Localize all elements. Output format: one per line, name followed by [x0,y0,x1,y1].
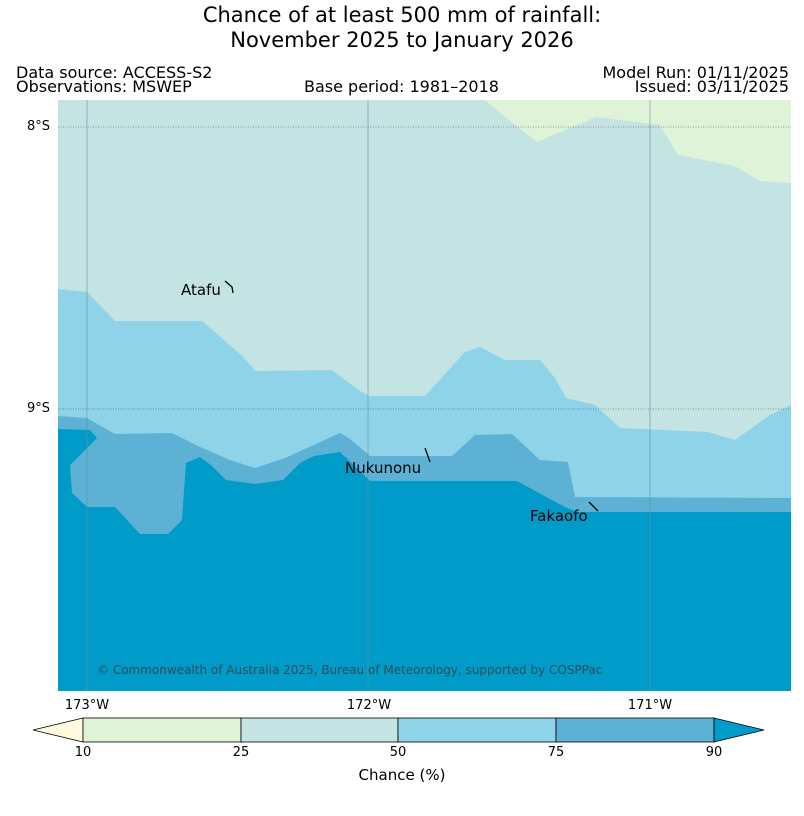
issued-date: Issued: 03/11/2025 [634,77,789,96]
nukunonu-coastline [424,447,431,463]
atolls [224,280,599,512]
zone-10-25 [485,100,791,183]
title-line-1: Chance of at least 500 mm of rainfall: [202,3,602,27]
model-run: Model Run: 01/11/2025 [602,63,790,82]
observations: Observations: MSWEP [16,77,192,96]
colorbar [32,717,765,743]
colorbar-segment-75-90 [555,717,715,743]
data-source: Data source: ACCESS-S2 [16,63,213,82]
lat-label-9s: 9°S [27,401,51,416]
colorbar-tick-90: 90 [705,745,723,760]
colorbar-tick-25: 25 [232,745,250,760]
colorbar-segment-25-50 [240,717,399,743]
lon-label-172w: 172°W [346,698,392,713]
colorbar-tick-75: 75 [547,745,565,760]
lon-label-173w: 173°W [64,698,110,713]
place-label-nukunonu: Nukunonu [345,459,422,477]
zone-above-90 [58,429,791,691]
colorbar-segment-50-75 [397,717,557,743]
colorbar-label: Chance (%) [358,766,446,784]
atafu-coastline [224,280,234,294]
lon-label-171w: 171°W [627,698,673,713]
base-period: Base period: 1981–2018 [304,77,499,96]
copyright-notice: © Commonwealth of Australia 2025, Bureau… [97,663,603,677]
map-title: Chance of at least 500 mm of rainfall: N… [0,3,804,53]
colorbar-tick-10: 10 [74,745,92,760]
colorbar-segment-below-10 [32,717,84,743]
colorbar-segment-above-90 [713,717,765,743]
place-label-atafu: Atafu [181,281,221,299]
graticule [58,100,791,691]
place-label-fakaofo: Fakaofo [530,507,588,525]
title-line-2: November 2025 to January 2026 [230,28,574,52]
fakaofo-coastline [588,501,599,512]
colorbar-segment-10-25 [82,717,242,743]
colorbar-tick-50: 50 [389,745,407,760]
lat-label-8s: 8°S [27,119,51,134]
